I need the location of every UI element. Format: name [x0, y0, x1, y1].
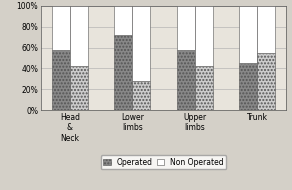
Bar — [70, 66, 88, 110]
Bar — [239, 63, 257, 110]
Bar — [52, 50, 70, 110]
Bar — [132, 6, 150, 81]
Bar — [177, 50, 195, 110]
Bar — [257, 6, 275, 53]
Bar — [257, 53, 275, 110]
Bar — [195, 6, 213, 66]
Bar — [70, 6, 88, 66]
Bar — [52, 6, 70, 50]
Bar — [132, 81, 150, 110]
Bar — [195, 66, 213, 110]
Bar — [114, 6, 132, 35]
Legend: Operated, Non Operated: Operated, Non Operated — [101, 155, 226, 169]
Bar — [177, 6, 195, 50]
Bar — [239, 6, 257, 63]
Bar — [114, 35, 132, 110]
